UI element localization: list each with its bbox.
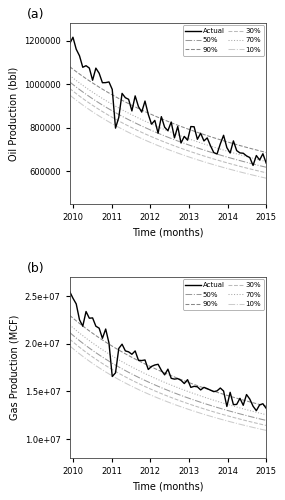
Legend: Actual, 50%, 90%, 30%, 70%, 10%: Actual, 50%, 90%, 30%, 70%, 10% (183, 280, 264, 310)
Text: (b): (b) (27, 262, 44, 276)
X-axis label: Time (months): Time (months) (132, 482, 204, 492)
Text: (a): (a) (27, 8, 44, 22)
Y-axis label: Oil Production (bbl): Oil Production (bbl) (8, 66, 18, 160)
Y-axis label: Gas Production (MCF): Gas Production (MCF) (9, 315, 19, 420)
X-axis label: Time (months): Time (months) (132, 228, 204, 237)
Legend: Actual, 50%, 90%, 30%, 70%, 10%: Actual, 50%, 90%, 30%, 70%, 10% (183, 25, 264, 56)
